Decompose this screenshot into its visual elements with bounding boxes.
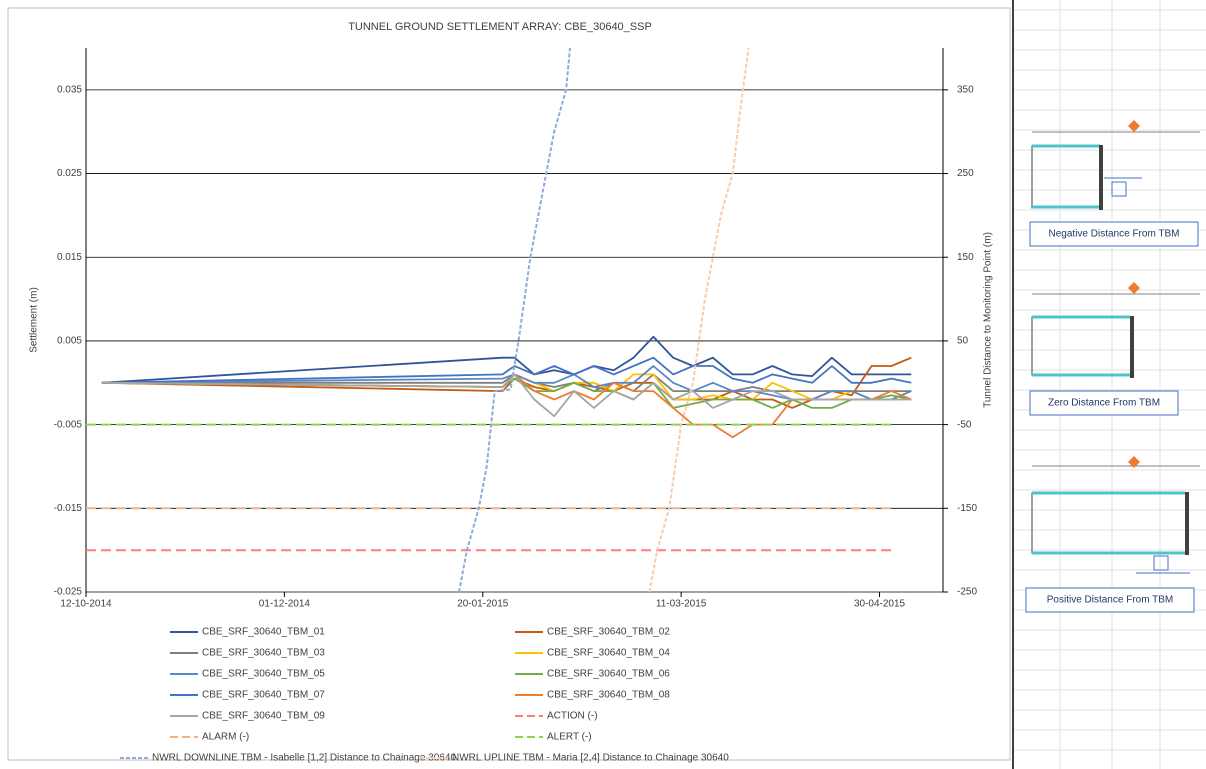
- y2-tick-label: 150: [957, 252, 974, 263]
- y-tick-label: -0.025: [54, 587, 83, 598]
- icon: [1111, 181, 1127, 197]
- series-line: [101, 377, 912, 409]
- y-tick-label: 0.025: [57, 168, 82, 179]
- y2-tick-label: 350: [957, 84, 974, 95]
- icon: [1153, 555, 1169, 571]
- y2-tick-label: -150: [957, 503, 977, 514]
- legend-label: ALERT (-): [547, 732, 592, 743]
- panel-label: Negative Distance From TBM: [1049, 229, 1180, 240]
- y2-axis-label: Tunnel Distance to Monitoring Point (m): [983, 232, 994, 408]
- y2-tick-label: -50: [957, 419, 972, 430]
- panel-label: Positive Distance From TBM: [1047, 595, 1174, 606]
- legend-label: ALARM (-): [202, 732, 249, 743]
- label-box: [1025, 587, 1195, 613]
- diagrams: [1025, 120, 1200, 613]
- spreadsheet-grid: [1013, 0, 1206, 769]
- series-line: [101, 356, 912, 384]
- marker: [1128, 456, 1140, 468]
- legend-label: NWRL UPLINE TBM - Maria [2,4] Distance t…: [452, 753, 729, 764]
- series-line: [101, 373, 912, 401]
- series-line: [458, 47, 571, 593]
- x-tick-label: 12-10-2014: [60, 599, 112, 610]
- y2-tick-label: 250: [957, 168, 974, 179]
- legend-label: CBE_SRF_30640_TBM_06: [547, 669, 670, 680]
- legend-label: CBE_SRF_30640_TBM_02: [547, 627, 670, 638]
- y2-tick-label: 50: [957, 336, 969, 347]
- tunnel: [1031, 492, 1187, 554]
- chart-title: TUNNEL GROUND SETTLEMENT ARRAY: CBE_3064…: [348, 21, 652, 33]
- y-tick-label: 0.015: [57, 252, 82, 263]
- series-line: [101, 373, 912, 418]
- y-tick-label: 0.035: [57, 84, 82, 95]
- label-box: [1029, 390, 1179, 416]
- tunnel: [1031, 316, 1133, 376]
- x-tick-label: 30-04-2015: [854, 599, 906, 610]
- label-box: [1029, 221, 1199, 247]
- legend-label: CBE_SRF_30640_TBM_01: [202, 627, 325, 638]
- y2-tick-label: -250: [957, 587, 977, 598]
- legend-label: CBE_SRF_30640_TBM_08: [547, 690, 670, 701]
- legend-label: CBE_SRF_30640_TBM_05: [202, 669, 325, 680]
- marker: [1128, 120, 1140, 132]
- legend-label: NWRL DOWNLINE TBM - Isabelle [1,2] Dista…: [152, 753, 456, 764]
- panel-label: Zero Distance From TBM: [1048, 398, 1160, 409]
- x-tick-label: 01-12-2014: [259, 599, 311, 610]
- x-tick-label: 20-01-2015: [457, 599, 509, 610]
- legend-label: CBE_SRF_30640_TBM_04: [547, 648, 670, 659]
- marker: [1128, 282, 1140, 294]
- legend-label: CBE_SRF_30640_TBM_09: [202, 711, 325, 722]
- x-tick-label: 11-03-2015: [656, 599, 707, 610]
- tunnel: [1031, 145, 1103, 209]
- y-tick-label: -0.015: [54, 503, 83, 514]
- legend-label: CBE_SRF_30640_TBM_07: [202, 690, 325, 701]
- y-axis-label: Settlement (m): [29, 287, 40, 353]
- y-tick-label: 0.005: [57, 336, 82, 347]
- legend-label: ACTION (-): [547, 711, 598, 722]
- y-tick-label: -0.005: [54, 419, 83, 430]
- legend-label: CBE_SRF_30640_TBM_03: [202, 648, 325, 659]
